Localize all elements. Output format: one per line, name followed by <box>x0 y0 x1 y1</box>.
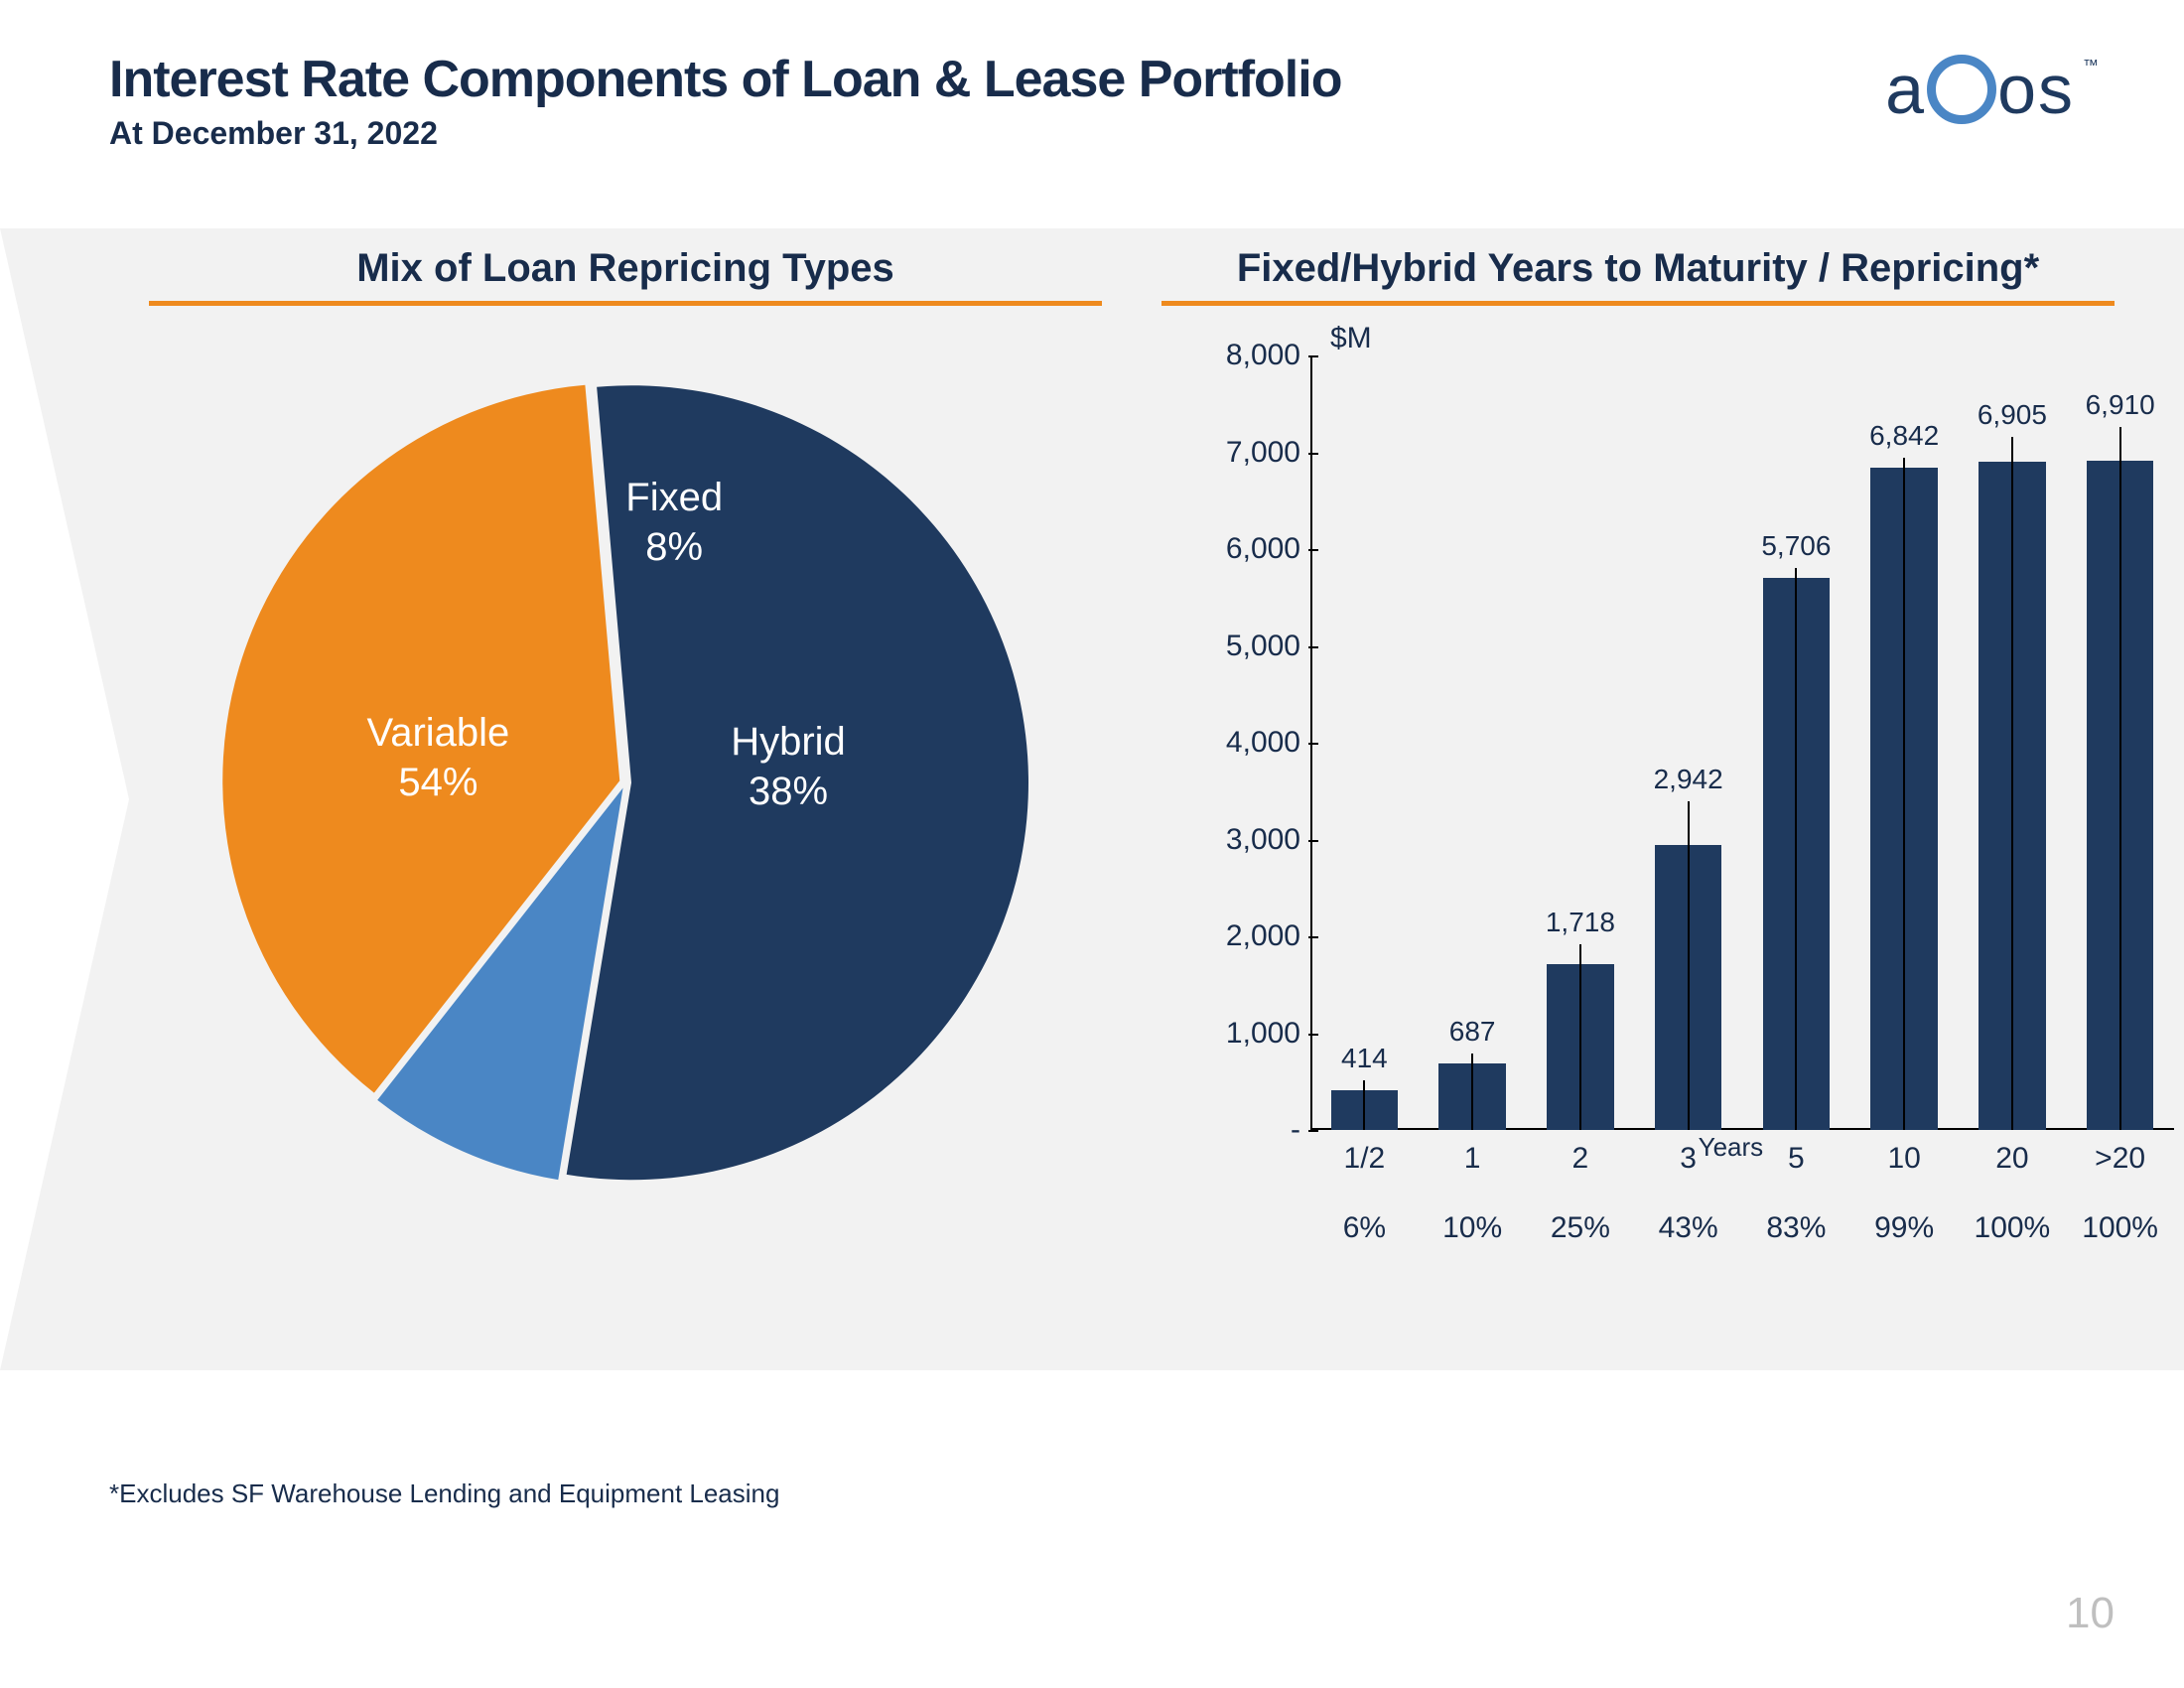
bar-whisker <box>1579 944 1581 1130</box>
page-subtitle: At December 31, 2022 <box>109 115 1885 152</box>
logo-letters-os: os <box>1997 50 2075 129</box>
x-category: 1/2 <box>1344 1142 1386 1176</box>
bar-value-label: 6,910 <box>2086 389 2155 421</box>
bar-value-label: 687 <box>1449 1016 1496 1048</box>
bar <box>2087 461 2153 1130</box>
page-number: 10 <box>2066 1589 2115 1638</box>
x-percent: 99% <box>1874 1211 1934 1245</box>
logo-letter-a: a <box>1885 50 1926 129</box>
x-percent: 83% <box>1766 1211 1826 1245</box>
y-tick: - <box>1181 1113 1300 1147</box>
pie-label-fixed: Fixed8% <box>625 473 723 572</box>
bar-whisker <box>1903 458 1905 1130</box>
bar-whisker <box>2011 437 2013 1130</box>
bar-whisker <box>2119 427 2121 1130</box>
x-percent: 10% <box>1442 1211 1502 1245</box>
bar-panel: Fixed/Hybrid Years to Maturity / Reprici… <box>1161 238 2115 1420</box>
x-category: 10 <box>1887 1142 1920 1176</box>
y-tick: 4,000 <box>1181 726 1300 760</box>
logo-ring-icon <box>1927 55 1996 124</box>
x-axis-label: Years <box>1699 1132 1764 1163</box>
x-percent: 6% <box>1343 1211 1386 1245</box>
bar-value-label: 2,942 <box>1654 764 1723 795</box>
bar-whisker <box>1795 568 1797 1130</box>
x-category: 3 <box>1680 1142 1697 1176</box>
bar-whisker <box>1363 1080 1365 1130</box>
x-percent: 25% <box>1551 1211 1610 1245</box>
bar-chart: $M -1,0002,0003,0004,0005,0006,0007,0008… <box>1161 326 2115 1279</box>
x-category: 1 <box>1464 1142 1481 1176</box>
x-category: 2 <box>1572 1142 1589 1176</box>
bar-whisker <box>1471 1054 1473 1130</box>
pie-title: Mix of Loan Repricing Types <box>149 238 1102 306</box>
x-category: >20 <box>2095 1142 2145 1176</box>
bar-title: Fixed/Hybrid Years to Maturity / Reprici… <box>1161 238 2115 306</box>
bar <box>1438 1063 1505 1130</box>
bar-value-label: 6,842 <box>1869 420 1939 452</box>
bar <box>1870 468 1937 1130</box>
bar <box>1331 1090 1398 1130</box>
pie-panel: Mix of Loan Repricing Types Variable54% F… <box>149 238 1102 1420</box>
x-category: 5 <box>1788 1142 1805 1176</box>
bar-value-label: 5,706 <box>1761 530 1831 562</box>
pie-chart: Variable54% Fixed8% Hybrid38% <box>218 375 1032 1190</box>
pie-label-variable: Variable54% <box>366 708 509 807</box>
bar-value-label: 6,905 <box>1978 399 2047 431</box>
y-tick: 1,000 <box>1181 1017 1300 1051</box>
x-percent: 43% <box>1659 1211 1718 1245</box>
bar <box>1547 964 1613 1131</box>
y-tick: 3,000 <box>1181 823 1300 857</box>
x-percent: 100% <box>1975 1211 2051 1245</box>
bar-whisker <box>1688 801 1690 1130</box>
bar <box>1763 578 1830 1130</box>
y-tick: 7,000 <box>1181 436 1300 470</box>
footnote: *Excludes SF Warehouse Lending and Equip… <box>109 1478 779 1509</box>
bar-value-label: 1,718 <box>1546 907 1615 938</box>
axos-logo: a os ™ <box>1885 50 2075 129</box>
page-title: Interest Rate Components of Loan & Lease… <box>109 50 1885 109</box>
bar <box>1655 845 1721 1130</box>
pie-label-hybrid: Hybrid38% <box>731 717 846 816</box>
bar-value-label: 414 <box>1341 1043 1388 1074</box>
y-tick: 6,000 <box>1181 532 1300 566</box>
x-percent: 100% <box>2082 1211 2158 1245</box>
y-axis-unit: $M <box>1330 322 1372 355</box>
y-tick: 5,000 <box>1181 630 1300 663</box>
x-category: 20 <box>1995 1142 2028 1176</box>
bar <box>1979 462 2045 1130</box>
y-tick: 2,000 <box>1181 919 1300 953</box>
logo-trademark: ™ <box>2083 58 2101 75</box>
y-tick: 8,000 <box>1181 339 1300 372</box>
